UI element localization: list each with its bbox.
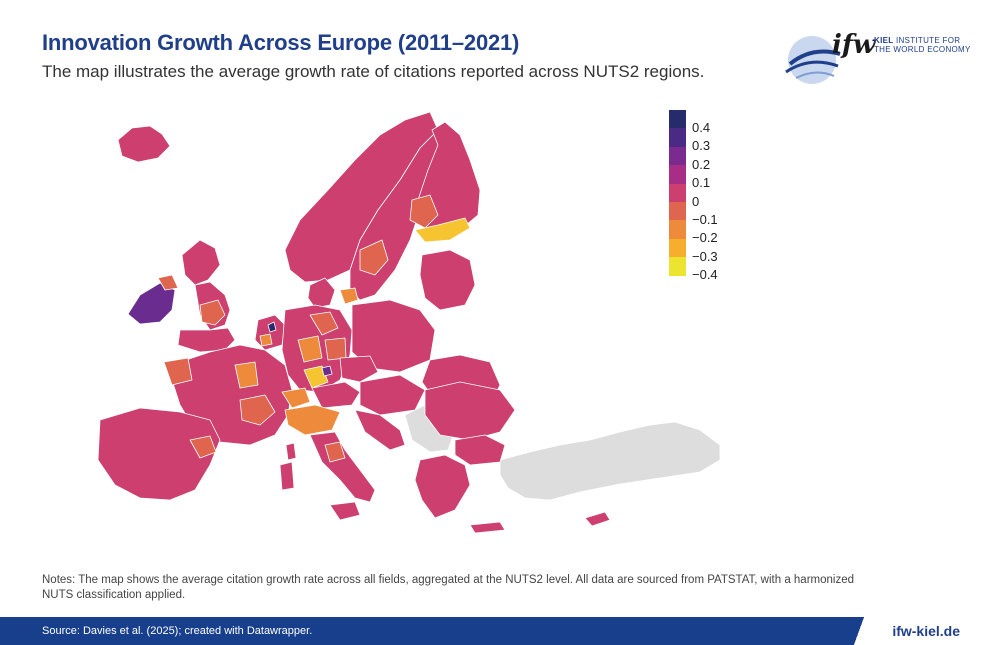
footer-divider	[850, 617, 868, 645]
logo-tag-bold: KIEL	[874, 36, 894, 45]
region-germany-south	[303, 365, 329, 389]
region-corsica	[285, 442, 297, 461]
region-netherlands-hotspot	[267, 321, 277, 333]
logo-tag-line1: INSTITUTE FOR	[893, 36, 961, 45]
logo-wordmark: ifw	[832, 30, 876, 60]
legend-label: 0	[692, 193, 700, 209]
region-romania	[424, 381, 516, 441]
website-link[interactable]: ifw-kiel.de	[892, 623, 960, 639]
region-austria	[311, 381, 361, 409]
region-france-lyon	[239, 394, 276, 426]
region-austria-hotspot	[321, 365, 333, 377]
region-sardinia	[279, 461, 295, 491]
region-croatia	[354, 409, 406, 451]
region-denmark-east	[339, 287, 359, 305]
chart-notes: Notes: The map shows the average citatio…	[42, 574, 854, 601]
legend-swatch	[669, 165, 686, 184]
region-iberia-northeast	[189, 435, 217, 459]
region-uk-midlands	[199, 299, 226, 326]
legend-label: −0.1	[692, 212, 718, 227]
region-czechia	[339, 355, 379, 383]
footer-source-band: Source: Davies et al. (2025); created wi…	[0, 617, 860, 645]
globe-icon	[785, 36, 841, 84]
footer-bar: Source: Davies et al. (2025); created wi…	[0, 617, 1000, 645]
region-finland-west	[409, 194, 439, 229]
legend-swatch	[669, 110, 686, 129]
region-germany-center	[297, 335, 323, 363]
region-sicily	[329, 501, 361, 521]
region-bulgaria	[454, 434, 506, 466]
region-finland-south	[414, 217, 471, 243]
logo-tag-line2: THE WORLD ECONOMY	[874, 45, 971, 54]
region-uk-scotland	[181, 239, 221, 286]
region-greece	[414, 454, 471, 519]
legend-label: −0.4	[692, 267, 718, 283]
region-benelux-neg	[259, 333, 273, 347]
region-germany-east	[324, 337, 347, 361]
region-hungary-slovakia	[359, 374, 426, 416]
region-italy	[309, 431, 376, 503]
legend-label: −0.2	[692, 230, 718, 246]
region-uk-south	[177, 327, 236, 353]
legend-swatch	[669, 202, 686, 221]
region-crete	[469, 521, 506, 534]
region-cyprus	[584, 511, 611, 527]
region-italy-central	[324, 441, 346, 463]
region-sweden-south	[359, 239, 389, 276]
region-france-east	[234, 361, 259, 389]
source-text: Source: Davies et al. (2025); created wi…	[42, 625, 313, 637]
region-iberia	[97, 407, 221, 501]
logo-tagline: KIEL INSTITUTE FOR THE WORLD ECONOMY	[874, 36, 971, 54]
region-italy-north	[284, 404, 341, 436]
legend-swatch	[669, 220, 686, 239]
legend-label: 0.1	[692, 175, 711, 191]
legend-swatch	[669, 257, 686, 276]
region-denmark	[307, 277, 336, 309]
region-iceland	[117, 125, 171, 163]
legend-swatch	[669, 146, 686, 166]
region-northern-ireland	[157, 274, 179, 291]
europe-map	[97, 111, 721, 534]
legend-label: 0.2	[692, 156, 711, 172]
ifw-logo: ifw KIEL INSTITUTE FOR THE WORLD ECONOMY	[782, 26, 972, 86]
chart-subtitle: The map illustrates the average growth r…	[42, 62, 705, 81]
legend-label: −0.3	[692, 248, 718, 264]
region-france-west	[163, 357, 193, 386]
legend-swatch	[669, 183, 686, 202]
region-baltics	[419, 249, 476, 311]
legend-swatch	[669, 238, 686, 258]
region-turkey	[499, 421, 721, 501]
legend-swatch	[669, 128, 686, 147]
region-germany-north	[309, 311, 339, 336]
legend-label: 0.3	[692, 138, 711, 154]
chart-title: Innovation Growth Across Europe (2011–20…	[42, 30, 520, 55]
legend-label: 0.4	[692, 120, 711, 135]
region-switzerland	[281, 387, 311, 409]
